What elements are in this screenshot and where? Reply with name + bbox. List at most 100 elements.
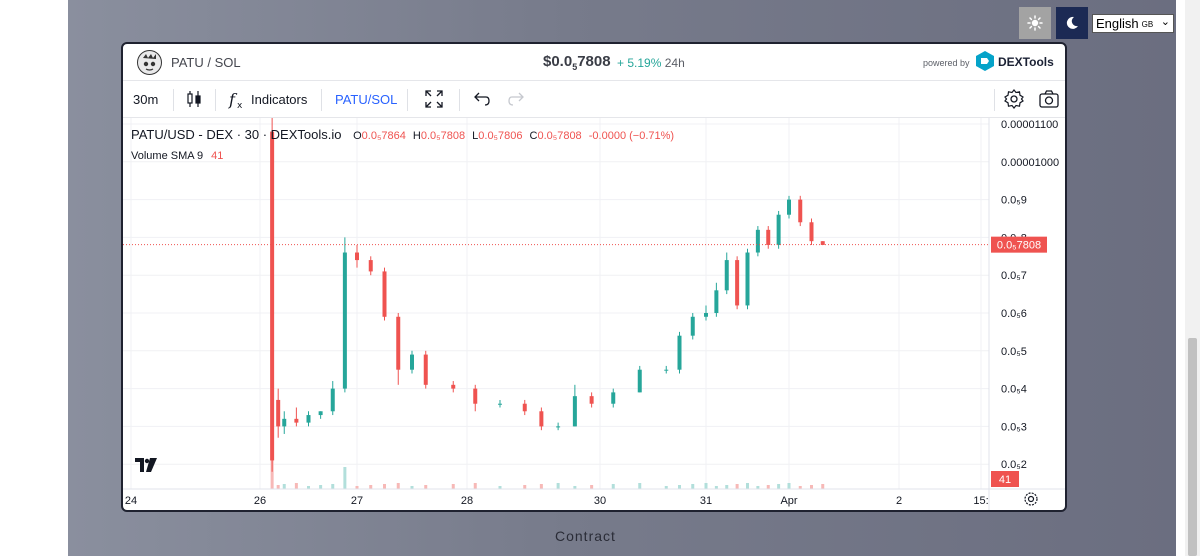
moon-icon [1066,16,1078,29]
volume-bar [821,484,825,489]
candle-body [735,260,740,306]
widget-header: PATU / SOL $0.057808 + 5.19% 24h powered… [123,44,1065,80]
volume-bar [590,485,594,489]
volume-bar [319,485,323,489]
dextools-brand[interactable]: DEXTools [998,55,1054,69]
chart-toolbar: 30m f x Indicators PATU/SOL [123,80,1065,118]
candle-body [270,131,275,461]
fullscreen-icon[interactable] [423,88,445,110]
candle-body [798,199,803,223]
settings-icon[interactable] [1003,88,1025,110]
candle-body [664,369,669,371]
volume-bar [611,484,615,489]
volume-bar [294,483,298,489]
x-tick-label: 27 [351,495,363,507]
candle-body [556,426,561,428]
volume-bar [523,485,527,489]
candle-body [276,399,281,427]
candle-body [330,388,335,412]
language-select[interactable]: English GB ⌄ [1092,14,1174,33]
volume-bar [787,483,791,489]
dextools-logo-icon [976,51,994,71]
language-value: English [1096,16,1139,31]
symbol-button[interactable]: PATU/SOL [335,92,398,107]
x-tick-label: 24 [125,495,137,507]
volume-bar [573,486,577,489]
candle-body [355,252,359,261]
tradingview-logo-icon[interactable] [135,458,157,472]
candle-body [342,252,347,389]
price-chart[interactable]: 0.000011000.000010000.0₅90.0₅80.0₅70.0₅6… [123,118,1065,510]
candle-body [423,354,428,385]
candle-body [539,411,544,427]
powered-by-label: powered by [923,58,970,68]
volume-badge-label: 41 [999,474,1011,486]
candle-body [766,229,771,245]
volume-legend: Volume SMA 9 41 [131,150,223,162]
y-tick-label: 0.0₅7 [1001,270,1027,282]
volume-label: Volume SMA 9 [131,150,204,162]
volume-bar [383,484,386,489]
volume-bar [638,483,642,489]
page-scrollbar[interactable] [1185,0,1200,556]
contract-label[interactable]: Contract [555,528,616,544]
current-price-badge [991,236,1047,253]
y-tick-label: 0.0₅4 [1001,384,1027,396]
redo-icon[interactable] [506,88,528,110]
candle-body [787,199,791,215]
camera-icon[interactable] [1038,88,1060,110]
candle-body [677,335,682,370]
volume-bar [735,484,739,489]
undo-icon[interactable] [470,88,492,110]
axis-settings-icon[interactable] [1024,492,1038,506]
volume-bar [307,486,310,489]
candles-icon[interactable] [183,88,205,110]
candle-body [637,369,642,393]
candle-body [473,388,478,404]
volume-bar [725,485,729,489]
fx-icon[interactable]: f x [226,88,248,110]
volume-bar [276,485,280,489]
x-tick-label: 26 [254,495,266,507]
candle-body [809,222,814,242]
candle-body [589,396,594,404]
y-tick-label: 0.00001100 [1001,119,1058,131]
interval-button[interactable]: 30m [133,92,159,107]
scrollbar-thumb[interactable] [1188,338,1197,556]
candle-body [282,418,287,427]
volume-bar [746,483,749,489]
toolbar-divider [321,89,322,111]
toolbar-divider [407,89,408,111]
y-tick-label: 0.0₅9 [1001,195,1027,207]
candle-body [704,313,708,317]
dark-theme-button[interactable] [1056,7,1088,39]
candle-body [368,260,373,272]
chart-grid [123,118,989,489]
candle-body [690,316,695,336]
indicators-button[interactable]: Indicators [251,92,308,107]
candle-body [306,415,311,423]
volume-bar [424,485,428,489]
token-logo [137,50,162,75]
sun-icon [1027,15,1043,31]
toolbar-divider [994,89,995,111]
candle-body [451,384,456,389]
candles [270,118,825,472]
volume-bar [473,483,477,489]
chart-legend: PATU/USD - DEX · 30 · DEXTools.io O0.0₅7… [131,127,674,142]
y-tick-label: 0.0₅3 [1001,421,1027,433]
chart-title: PATU/USD - DEX · 30 · DEXTools.io [131,127,342,142]
candle-body [572,396,577,427]
svg-text:f: f [228,90,238,109]
candle-body [611,392,616,404]
candle-body [522,403,527,412]
volume-badge [991,471,1019,487]
volume-bar [714,486,718,489]
toolbar-divider [215,89,216,111]
light-theme-button[interactable] [1019,7,1051,39]
volume-value: 41 [211,150,224,162]
ohlc-values: O0.0₅7864 H0.0₅7808 L0.0₅7806 C0.0₅7808 … [353,130,675,142]
candle-body [714,290,719,313]
chart-area[interactable]: 0.000011000.000010000.0₅90.0₅80.0₅70.0₅6… [123,118,1065,510]
volume-bar [270,459,274,489]
